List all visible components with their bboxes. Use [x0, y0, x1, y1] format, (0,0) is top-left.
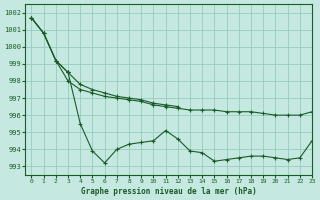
X-axis label: Graphe pression niveau de la mer (hPa): Graphe pression niveau de la mer (hPa) [81, 187, 257, 196]
